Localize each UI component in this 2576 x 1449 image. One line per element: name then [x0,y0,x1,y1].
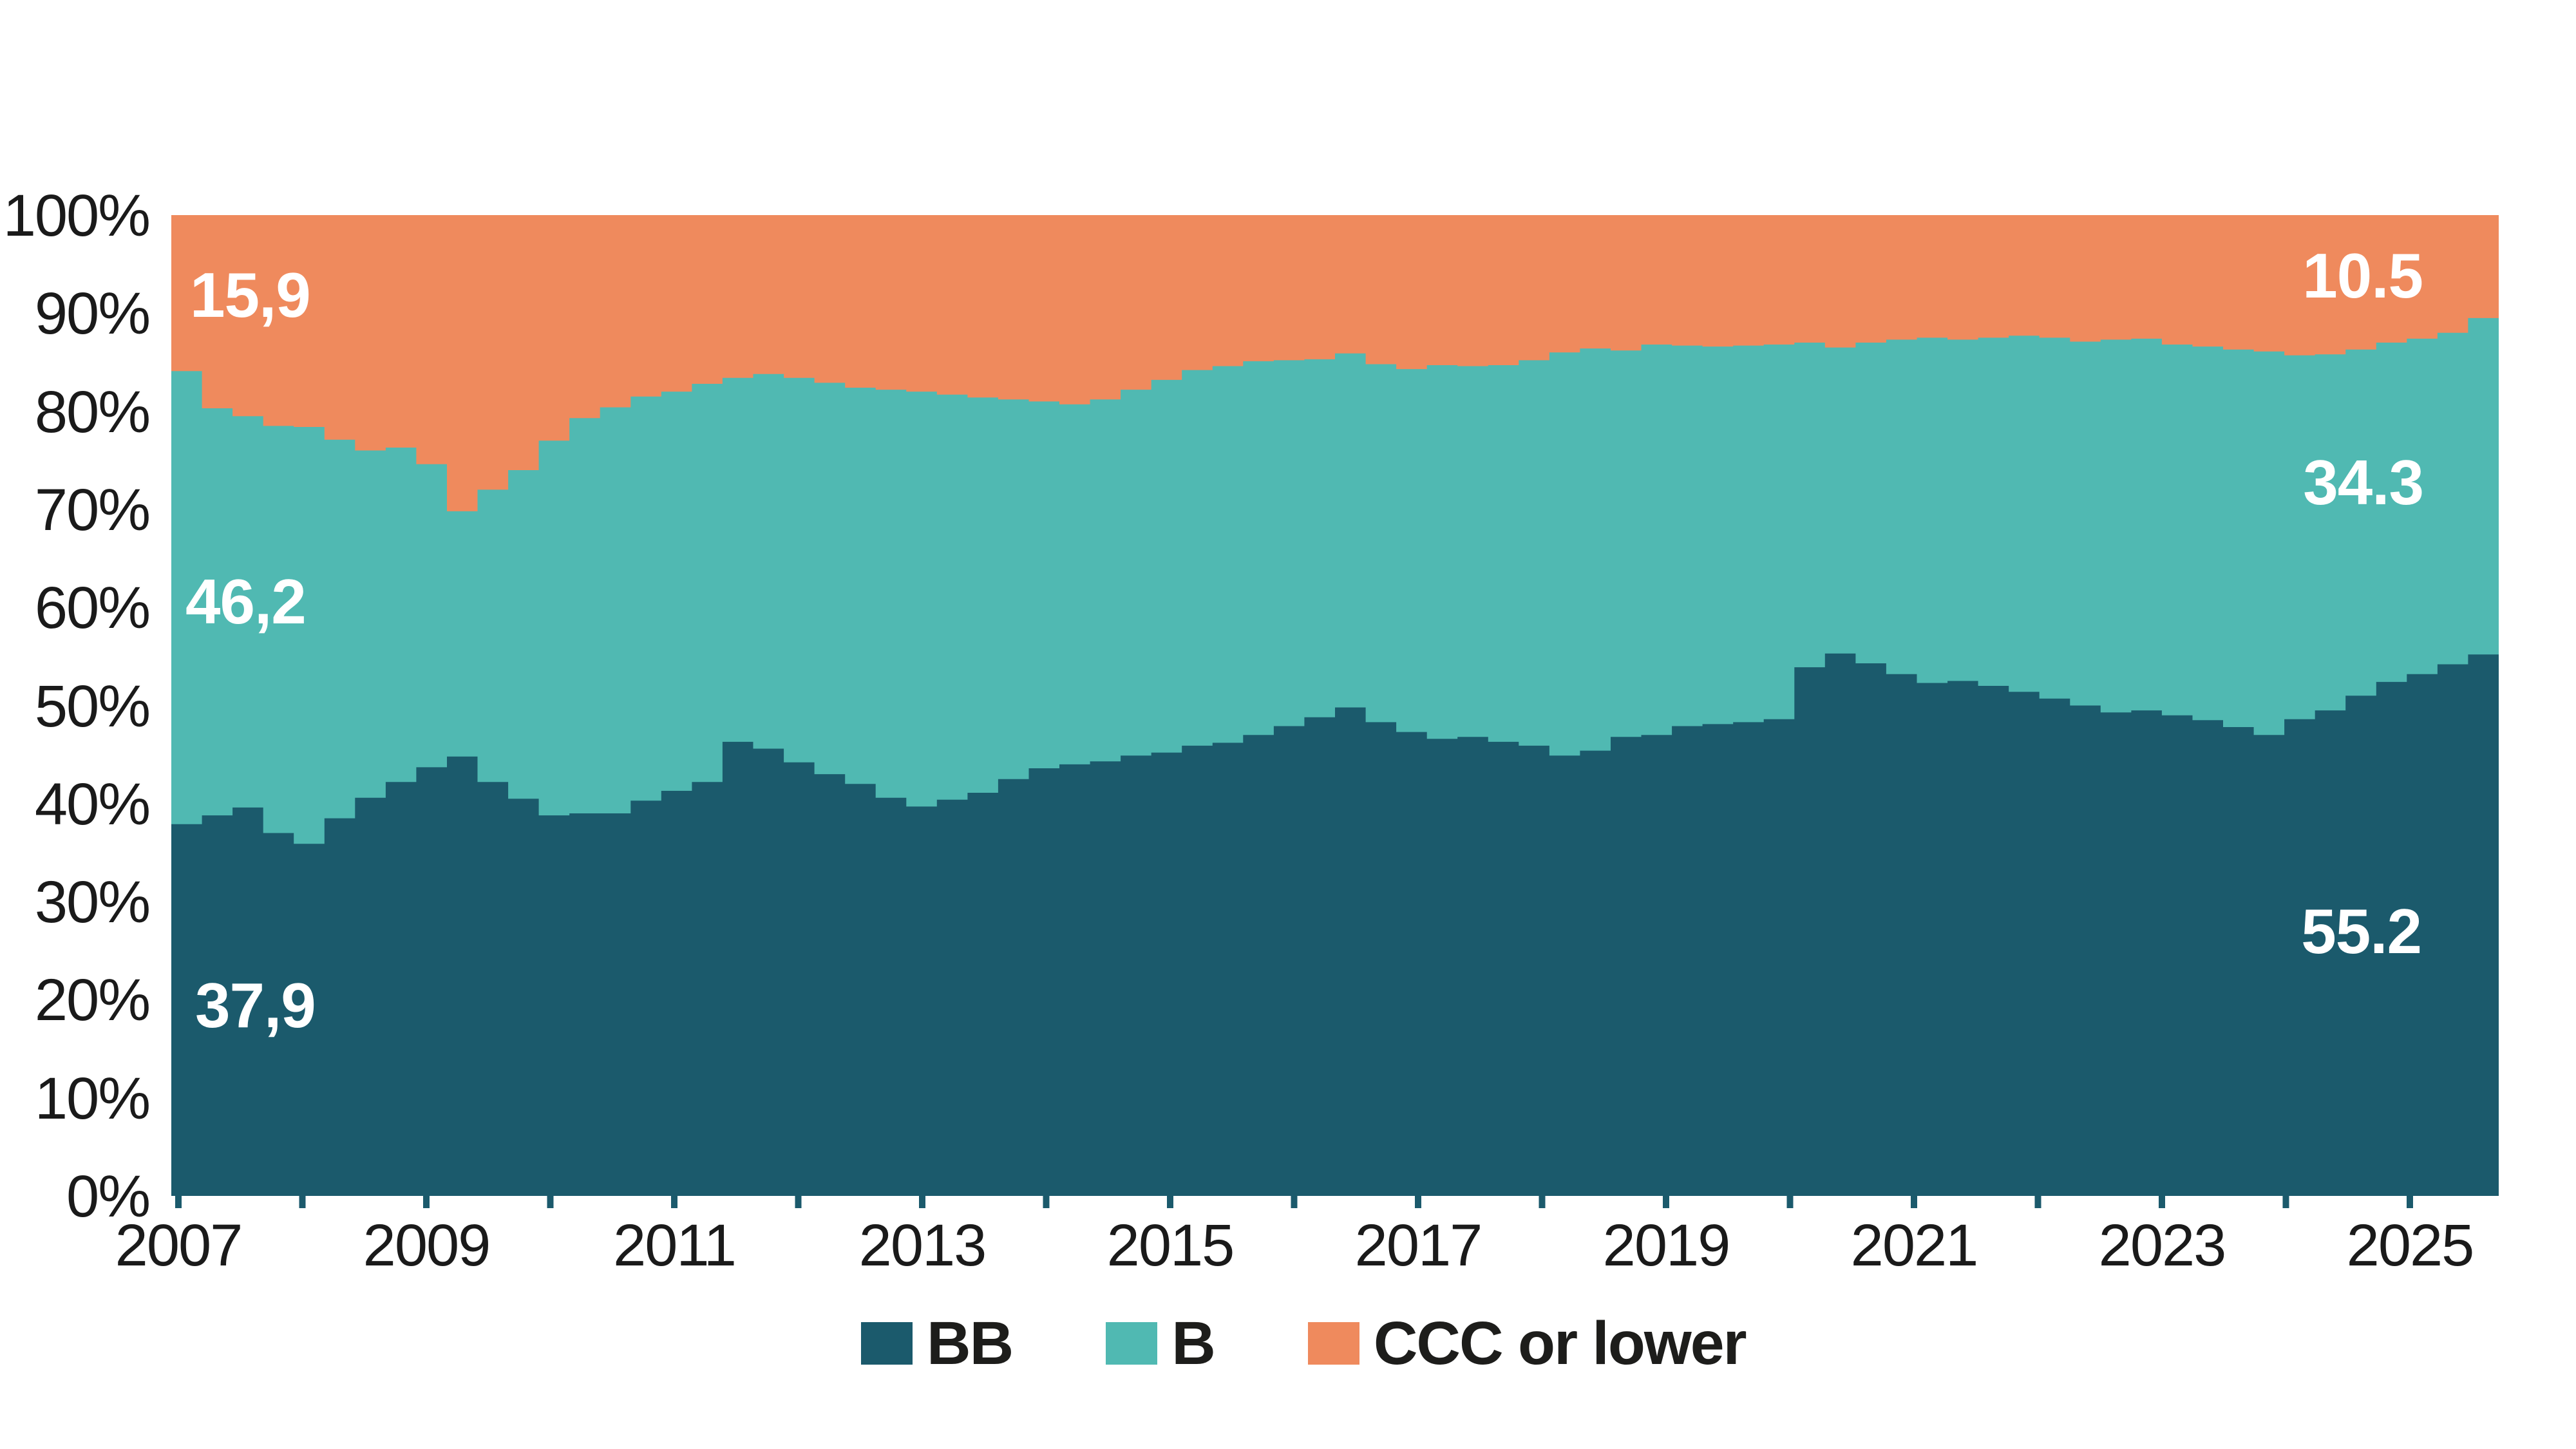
x-tick-2018 [1539,1196,1546,1208]
ccc-start-value: 15,9 [190,260,310,330]
y-tick-label: 40% [35,772,149,837]
bb-start-value: 37,9 [195,970,316,1041]
x-tick-2025 [2407,1196,2413,1208]
x-tick-label: 2023 [2099,1213,2226,1278]
y-tick-label: 80% [35,379,149,445]
x-tick-2022 [2034,1196,2041,1208]
x-tick-2008 [299,1196,306,1208]
y-tick-label: 90% [35,281,149,346]
x-tick-label: 2007 [115,1213,242,1278]
x-tick-2015 [1167,1196,1173,1208]
x-tick-2009 [423,1196,430,1208]
x-tick-label: 2013 [859,1213,986,1278]
x-tick-label: 2009 [363,1213,490,1278]
x-tick-2013 [919,1196,925,1208]
x-tick-label: 2019 [1603,1213,1730,1278]
bb-color-swatch [861,1322,913,1365]
y-tick-label: 100% [3,183,149,249]
value-labels: 15,9 46,2 37,9 10.5 34.3 55.2 [185,240,2424,1041]
legend-label-bb: BB [927,1309,1014,1378]
y-tick-label: 0% [66,1164,149,1229]
x-tick-2020 [1786,1196,1794,1208]
legend-item-b: B [1106,1312,1216,1374]
x-tick-label: 2011 [613,1213,735,1278]
x-tick-2014 [1043,1196,1050,1208]
x-tick-2017 [1415,1196,1421,1208]
x-tick-label: 2017 [1355,1213,1482,1278]
bb-end-value: 55.2 [2301,896,2421,967]
chart-legend: BB B CCC or lower [861,1312,1747,1374]
x-tick-2011 [671,1196,677,1208]
y-axis: 0% 10% 20% 30% 40% 50% 60% 70% 80% 90% 1… [3,183,151,1229]
x-tick-label: 2015 [1107,1213,1234,1278]
x-tick-2023 [2159,1196,2165,1208]
b-start-value: 46,2 [185,566,306,637]
x-tick-2016 [1291,1196,1298,1208]
x-tick-2012 [795,1196,802,1208]
y-tick-label: 50% [35,674,149,739]
x-tick-2019 [1663,1196,1669,1208]
x-tick-2010 [547,1196,554,1208]
y-tick-label: 20% [35,967,149,1033]
b-end-value: 34.3 [2303,447,2423,518]
y-tick-label: 30% [35,869,149,935]
series-area-bb [171,653,2499,1196]
y-tick-label: 10% [35,1066,149,1132]
legend-label-ccc: CCC or lower [1373,1309,1747,1378]
x-axis: 2007 2009 2011 2013 2015 2017 2019 2021 … [115,1213,2475,1278]
y-tick-label: 70% [35,477,149,543]
x-tick-label: 2025 [2347,1213,2474,1278]
x-tick-2024 [2282,1196,2289,1208]
x-tick-2021 [1911,1196,1917,1208]
x-tick-label: 2021 [1851,1213,1978,1278]
ccc-color-swatch [1307,1322,1359,1365]
y-tick-label: 60% [35,575,149,641]
x-axis-ticks [175,1196,2413,1208]
b-color-swatch [1106,1322,1158,1365]
legend-item-ccc: CCC or lower [1307,1312,1747,1374]
x-tick-2007 [175,1196,182,1208]
ccc-end-value: 10.5 [2302,240,2423,311]
legend-item-bb: BB [861,1312,1014,1374]
legend-label-b: B [1171,1309,1216,1378]
plot-areas [171,215,2499,1196]
